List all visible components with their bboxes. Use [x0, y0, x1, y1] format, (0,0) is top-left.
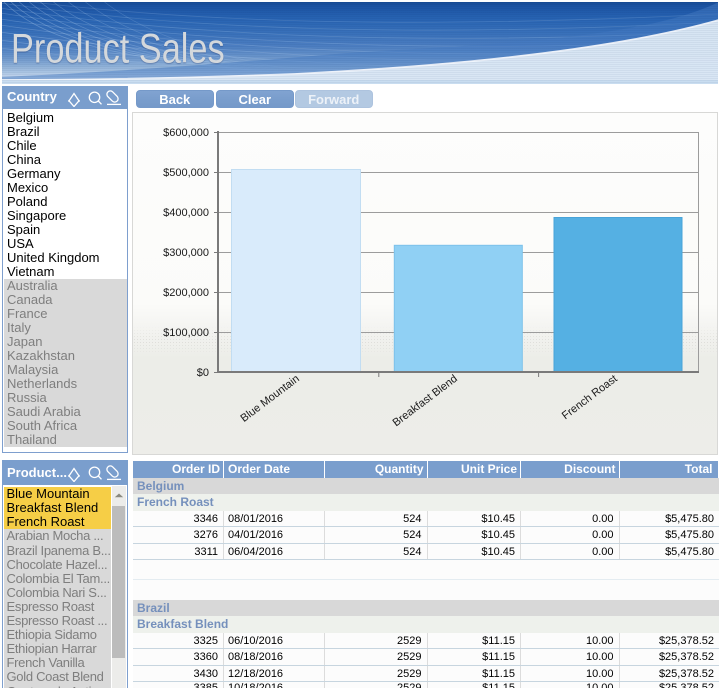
svg-text:$400,000: $400,000 [163, 207, 209, 219]
svg-text:$200,000: $200,000 [163, 287, 209, 299]
svg-text:$100,000: $100,000 [163, 327, 209, 339]
svg-text:Breakfast Blend: Breakfast Blend [391, 373, 460, 429]
svg-text:French Roast: French Roast [560, 373, 620, 422]
svg-text:Blue Mountain: Blue Mountain [238, 373, 301, 425]
svg-text:$500,000: $500,000 [163, 167, 209, 179]
svg-text:$0: $0 [197, 367, 209, 379]
svg-text:$300,000: $300,000 [163, 247, 209, 259]
svg-text:$600,000: $600,000 [163, 127, 209, 139]
